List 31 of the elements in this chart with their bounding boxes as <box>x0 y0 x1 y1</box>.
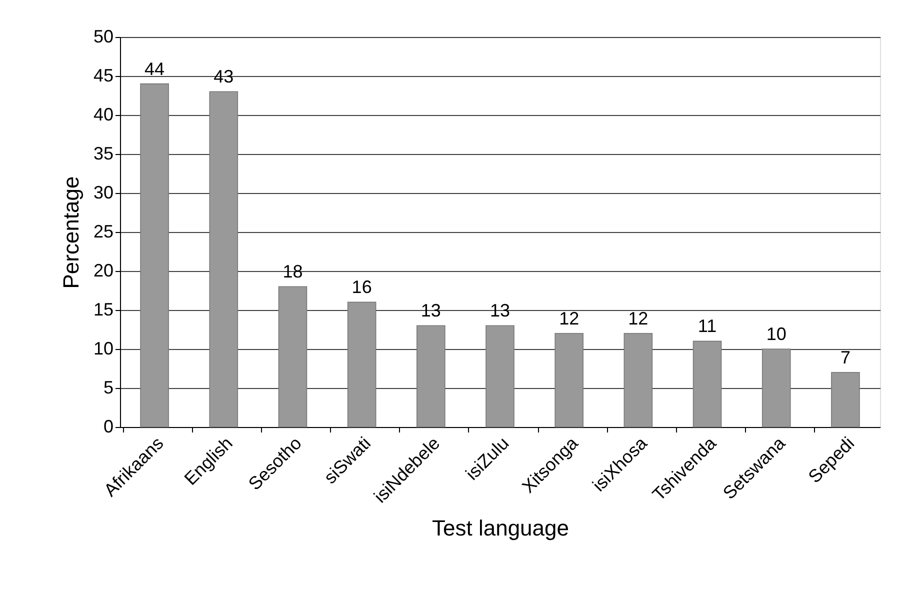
bar <box>416 325 446 428</box>
y-tick-label: 20 <box>93 260 114 280</box>
y-tick-label: 5 <box>103 378 114 398</box>
data-label: 10 <box>766 324 786 344</box>
x-axis-title: Test language <box>432 516 569 541</box>
data-label: 44 <box>144 58 165 79</box>
y-tick-label: 25 <box>93 222 114 242</box>
data-label: 16 <box>352 277 372 298</box>
bar <box>209 91 238 428</box>
y-tick-label: 10 <box>93 338 114 358</box>
data-label: 11 <box>698 316 717 336</box>
y-tick-label: 35 <box>93 144 114 164</box>
bar <box>692 340 722 428</box>
y-tick-label: 0 <box>103 416 114 436</box>
bar <box>347 302 376 428</box>
bar <box>486 325 514 428</box>
bar <box>831 372 860 428</box>
bar <box>624 333 653 428</box>
y-tick-label: 45 <box>93 66 114 86</box>
data-label: 7 <box>840 347 850 368</box>
y-tick-label: 40 <box>93 104 114 124</box>
bar <box>554 333 584 428</box>
bar <box>278 286 308 428</box>
y-axis-title: Percentage <box>58 176 84 289</box>
data-label: 12 <box>628 308 648 328</box>
y-tick-label: 15 <box>93 300 114 320</box>
bar <box>762 348 791 428</box>
y-tick-label: 30 <box>93 182 114 202</box>
y-tick-label: 50 <box>93 26 114 46</box>
data-label: 12 <box>559 308 580 328</box>
bar <box>140 83 169 428</box>
